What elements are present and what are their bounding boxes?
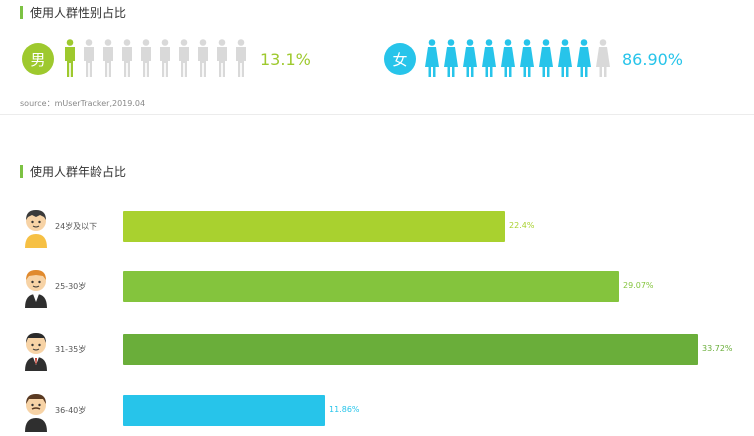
male-person-icon [103, 39, 113, 77]
male-person-icon [217, 39, 227, 77]
age-section-title-text: 使用人群年龄占比 [30, 165, 127, 179]
male-ratio-row: 男 13.1% [22, 38, 311, 80]
male-person-icon [122, 39, 132, 77]
male-person-icon [236, 39, 246, 77]
young-person-avatar-icon [20, 208, 52, 252]
age-row: 24岁及以下 22.4% [0, 208, 754, 248]
male-person-icon [141, 39, 151, 77]
age-row: 31-35岁 33.72% [0, 331, 754, 371]
adult-avatar-icon [20, 331, 52, 375]
section-divider [0, 114, 754, 115]
title-accent-bar [20, 165, 23, 178]
age-bar [123, 395, 325, 426]
age-value-label: 11.86% [329, 405, 360, 414]
age-category-label: 36-40岁 [55, 406, 87, 415]
age-row: 25-30岁 29.07% [0, 268, 754, 308]
female-person-icon [539, 39, 553, 77]
female-ratio-row: 女 86.90% [384, 38, 683, 80]
male-person-icon [198, 39, 208, 77]
male-person-icon [179, 39, 189, 77]
female-person-icon [577, 39, 591, 77]
age-value-label: 29.07% [623, 281, 654, 290]
age-category-label: 24岁及以下 [55, 222, 98, 231]
age-category-label: 31-35岁 [55, 345, 87, 354]
female-person-icon [463, 39, 477, 77]
female-person-icon [558, 39, 572, 77]
female-percent: 86.90% [622, 49, 684, 69]
age-bar [123, 271, 619, 302]
age-value-label: 33.72% [702, 344, 733, 353]
title-accent-bar [20, 6, 23, 19]
gender-section-title-text: 使用人群性别占比 [30, 6, 127, 20]
young-adult-avatar-icon [20, 268, 52, 312]
female-person-icon [520, 39, 534, 77]
age-bar [123, 211, 505, 242]
age-section-title: 使用人群年龄占比 [20, 163, 126, 180]
male-person-icon [65, 39, 75, 77]
female-symbol-badge: 女 [384, 43, 416, 75]
male-pictogram [62, 39, 252, 79]
female-person-icon [444, 39, 458, 77]
female-person-icon [425, 39, 439, 77]
age-row: 36-40岁 11.86% [0, 392, 754, 432]
age-category-label: 25-30岁 [55, 282, 87, 291]
female-person-icon [482, 39, 496, 77]
male-person-icon [160, 39, 170, 77]
male-percent: 13.1% [260, 49, 311, 69]
female-person-icon [501, 39, 515, 77]
female-person-icon [596, 39, 610, 77]
female-pictogram [424, 39, 614, 79]
male-person-icon [84, 39, 94, 77]
middle-aged-avatar-icon [20, 392, 52, 436]
age-value-label: 22.4% [509, 221, 535, 230]
male-symbol-badge: 男 [22, 43, 54, 75]
gender-section-title: 使用人群性别占比 [20, 4, 126, 21]
age-bar [123, 334, 698, 365]
source-note: source：mUserTracker,2019.04 [20, 99, 146, 108]
